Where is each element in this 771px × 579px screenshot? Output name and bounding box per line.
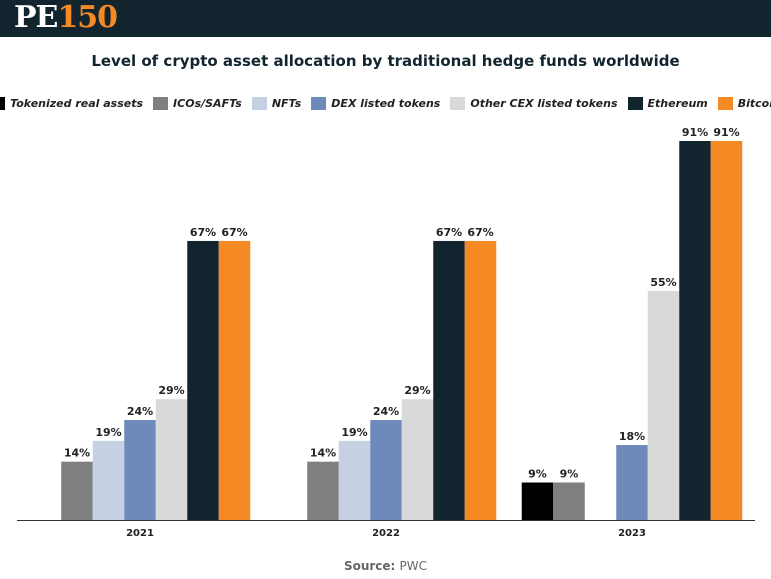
bar-nfts-2021 — [92, 440, 125, 520]
bar-other-cex-listed-tokens-2022 — [401, 399, 434, 520]
legend-label: NFTs — [271, 96, 302, 110]
legend-item-bitcoin: Bitcoin — [717, 96, 771, 110]
legend-label: ICOs/SAFTs — [173, 96, 242, 110]
bar-nfts-2022 — [338, 440, 371, 520]
legend-item-tokenized-real-assets: Tokenized real assets — [0, 96, 144, 110]
legend-swatch — [717, 96, 733, 110]
data-label-tokenized-real-assets-2023: 9% — [528, 468, 547, 481]
logo-pe-text: PE — [14, 0, 58, 35]
bar-ethereum-2021 — [187, 240, 219, 520]
bar-dex-listed-tokens-2023 — [616, 445, 648, 520]
bar-bitcoin-2022 — [464, 240, 497, 520]
logo-number-text: 150 — [57, 0, 118, 35]
bar-bitcoin-2023 — [710, 141, 743, 520]
bar-other-cex-listed-tokens-2021 — [155, 399, 188, 520]
data-label-other-cex-listed-tokens-2021: 29% — [158, 384, 184, 397]
bar-ethereum-2022 — [433, 240, 465, 520]
bar-dex-listed-tokens-2022 — [370, 420, 402, 520]
legend-label: Tokenized real assets — [10, 96, 144, 110]
data-label-dex-listed-tokens-2023: 18% — [619, 430, 645, 443]
legend-label: Bitcoin — [737, 96, 771, 110]
bar-ethereum-2023 — [679, 141, 711, 520]
legend-item-nfts: NFTs — [251, 96, 302, 110]
chart-legend: Tokenized real assets ICOs/SAFTs NFTs DEX l… — [0, 94, 771, 112]
data-label-ethereum-2021: 67% — [190, 226, 216, 239]
legend-label: Ethereum — [647, 96, 708, 110]
source-value: PWC — [399, 559, 428, 573]
bar-icos-safts-2021 — [61, 461, 93, 520]
legend-item-other-cex-listed-tokens: Other CEX listed tokens — [450, 96, 618, 110]
bar-icos-safts-2023 — [553, 482, 585, 520]
source-label: Source: — [343, 559, 396, 573]
legend-swatch — [627, 96, 643, 110]
legend-swatch — [450, 96, 466, 110]
source-note: Source: PWC — [0, 559, 771, 573]
data-label-bitcoin-2023: 91% — [713, 126, 739, 139]
data-label-icos-safts-2023: 9% — [560, 468, 579, 481]
legend-item-dex-listed-tokens: DEX listed tokens — [311, 96, 441, 110]
data-label-ethereum-2022: 67% — [436, 226, 462, 239]
legend-swatch — [311, 96, 327, 110]
x-tick-label-2023: 2023 — [618, 528, 646, 539]
bar-other-cex-listed-tokens-2023 — [647, 290, 680, 520]
data-label-other-cex-listed-tokens-2023: 55% — [650, 276, 676, 289]
pe150-logo: PE150 — [14, 0, 118, 35]
data-label-bitcoin-2022: 67% — [467, 226, 493, 239]
legend-swatch — [153, 96, 169, 110]
legend-label: Other CEX listed tokens — [470, 96, 618, 110]
data-label-nfts-2022: 19% — [341, 426, 367, 439]
data-label-dex-listed-tokens-2022: 24% — [373, 405, 399, 418]
legend-item-icos-safts: ICOs/SAFTs — [153, 96, 242, 110]
bar-bitcoin-2021 — [218, 240, 251, 520]
legend-swatch — [251, 96, 267, 110]
data-label-icos-safts-2021: 14% — [64, 447, 90, 460]
data-label-bitcoin-2021: 67% — [221, 226, 247, 239]
chart-title: Level of crypto asset allocation by trad… — [91, 52, 680, 70]
data-label-ethereum-2023: 91% — [682, 126, 708, 139]
data-label-other-cex-listed-tokens-2022: 29% — [404, 384, 430, 397]
bar-icos-safts-2022 — [307, 461, 339, 520]
top-bar: PE150 — [0, 0, 771, 37]
legend-item-ethereum: Ethereum — [627, 96, 708, 110]
x-tick-label-2022: 2022 — [372, 528, 400, 539]
x-tick-label-2021: 2021 — [126, 528, 154, 539]
bar-tokenized-real-assets-2023 — [521, 482, 554, 520]
legend-swatch — [0, 96, 6, 110]
data-label-icos-safts-2022: 14% — [310, 447, 336, 460]
bar-dex-listed-tokens-2021 — [124, 420, 156, 520]
data-label-dex-listed-tokens-2021: 24% — [127, 405, 153, 418]
data-label-nfts-2021: 19% — [95, 426, 121, 439]
legend-label: DEX listed tokens — [331, 96, 441, 110]
